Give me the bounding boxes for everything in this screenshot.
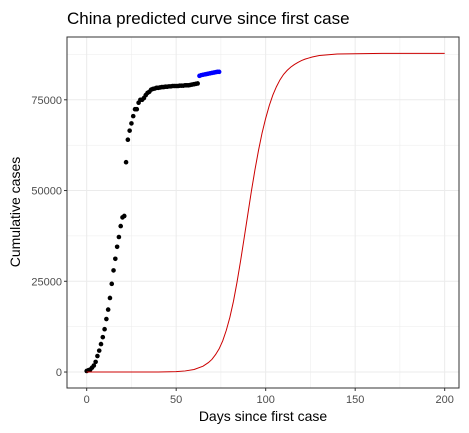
y-tick-label: 75000 — [31, 95, 62, 107]
chart-title: China predicted curve since first case — [67, 9, 350, 28]
x-tick-label: 50 — [170, 394, 182, 406]
x-axis-title: Days since first case — [199, 408, 328, 424]
observed-point — [134, 106, 140, 112]
x-tick-label: 150 — [346, 394, 364, 406]
observed-point — [114, 244, 120, 250]
observed-point — [127, 128, 132, 133]
observed-point — [121, 213, 127, 219]
observed-point — [123, 159, 129, 165]
observed-point — [102, 326, 107, 332]
y-tick-label: 50000 — [31, 186, 62, 198]
observed-point — [111, 268, 116, 273]
observed-point — [93, 359, 98, 365]
observed-point — [129, 121, 134, 126]
observed-point — [130, 113, 136, 119]
recent-point — [216, 69, 222, 75]
plot-background — [67, 37, 459, 388]
marks — [84, 52, 445, 374]
observed-point — [100, 334, 106, 340]
plot-border — [66, 36, 460, 389]
observed-point — [107, 295, 113, 301]
observed-point — [95, 353, 100, 359]
observed-point — [98, 341, 104, 347]
x-tick-label: 100 — [257, 394, 275, 406]
x-tick-label: 0 — [84, 394, 90, 406]
observed-point — [105, 307, 111, 312]
observed-point — [125, 137, 131, 143]
observed-point — [91, 363, 97, 368]
observed-point — [116, 234, 122, 240]
y-tick-label: 0 — [56, 367, 62, 379]
observed-point — [195, 81, 200, 86]
y-axis-title: Cumulative cases — [7, 157, 23, 268]
x-tick-label: 200 — [436, 394, 454, 406]
observed-point — [104, 316, 109, 322]
y-tick-label: 25000 — [31, 276, 62, 288]
ticks: 0 50 100 150 200 0 25000 50000 75000 — [31, 95, 453, 406]
predicted-curve-line — [86, 52, 445, 373]
observed-point — [118, 223, 123, 229]
observed-point — [96, 348, 102, 353]
observed-point — [113, 256, 118, 262]
grid — [67, 37, 459, 388]
observed-point — [109, 281, 115, 287]
